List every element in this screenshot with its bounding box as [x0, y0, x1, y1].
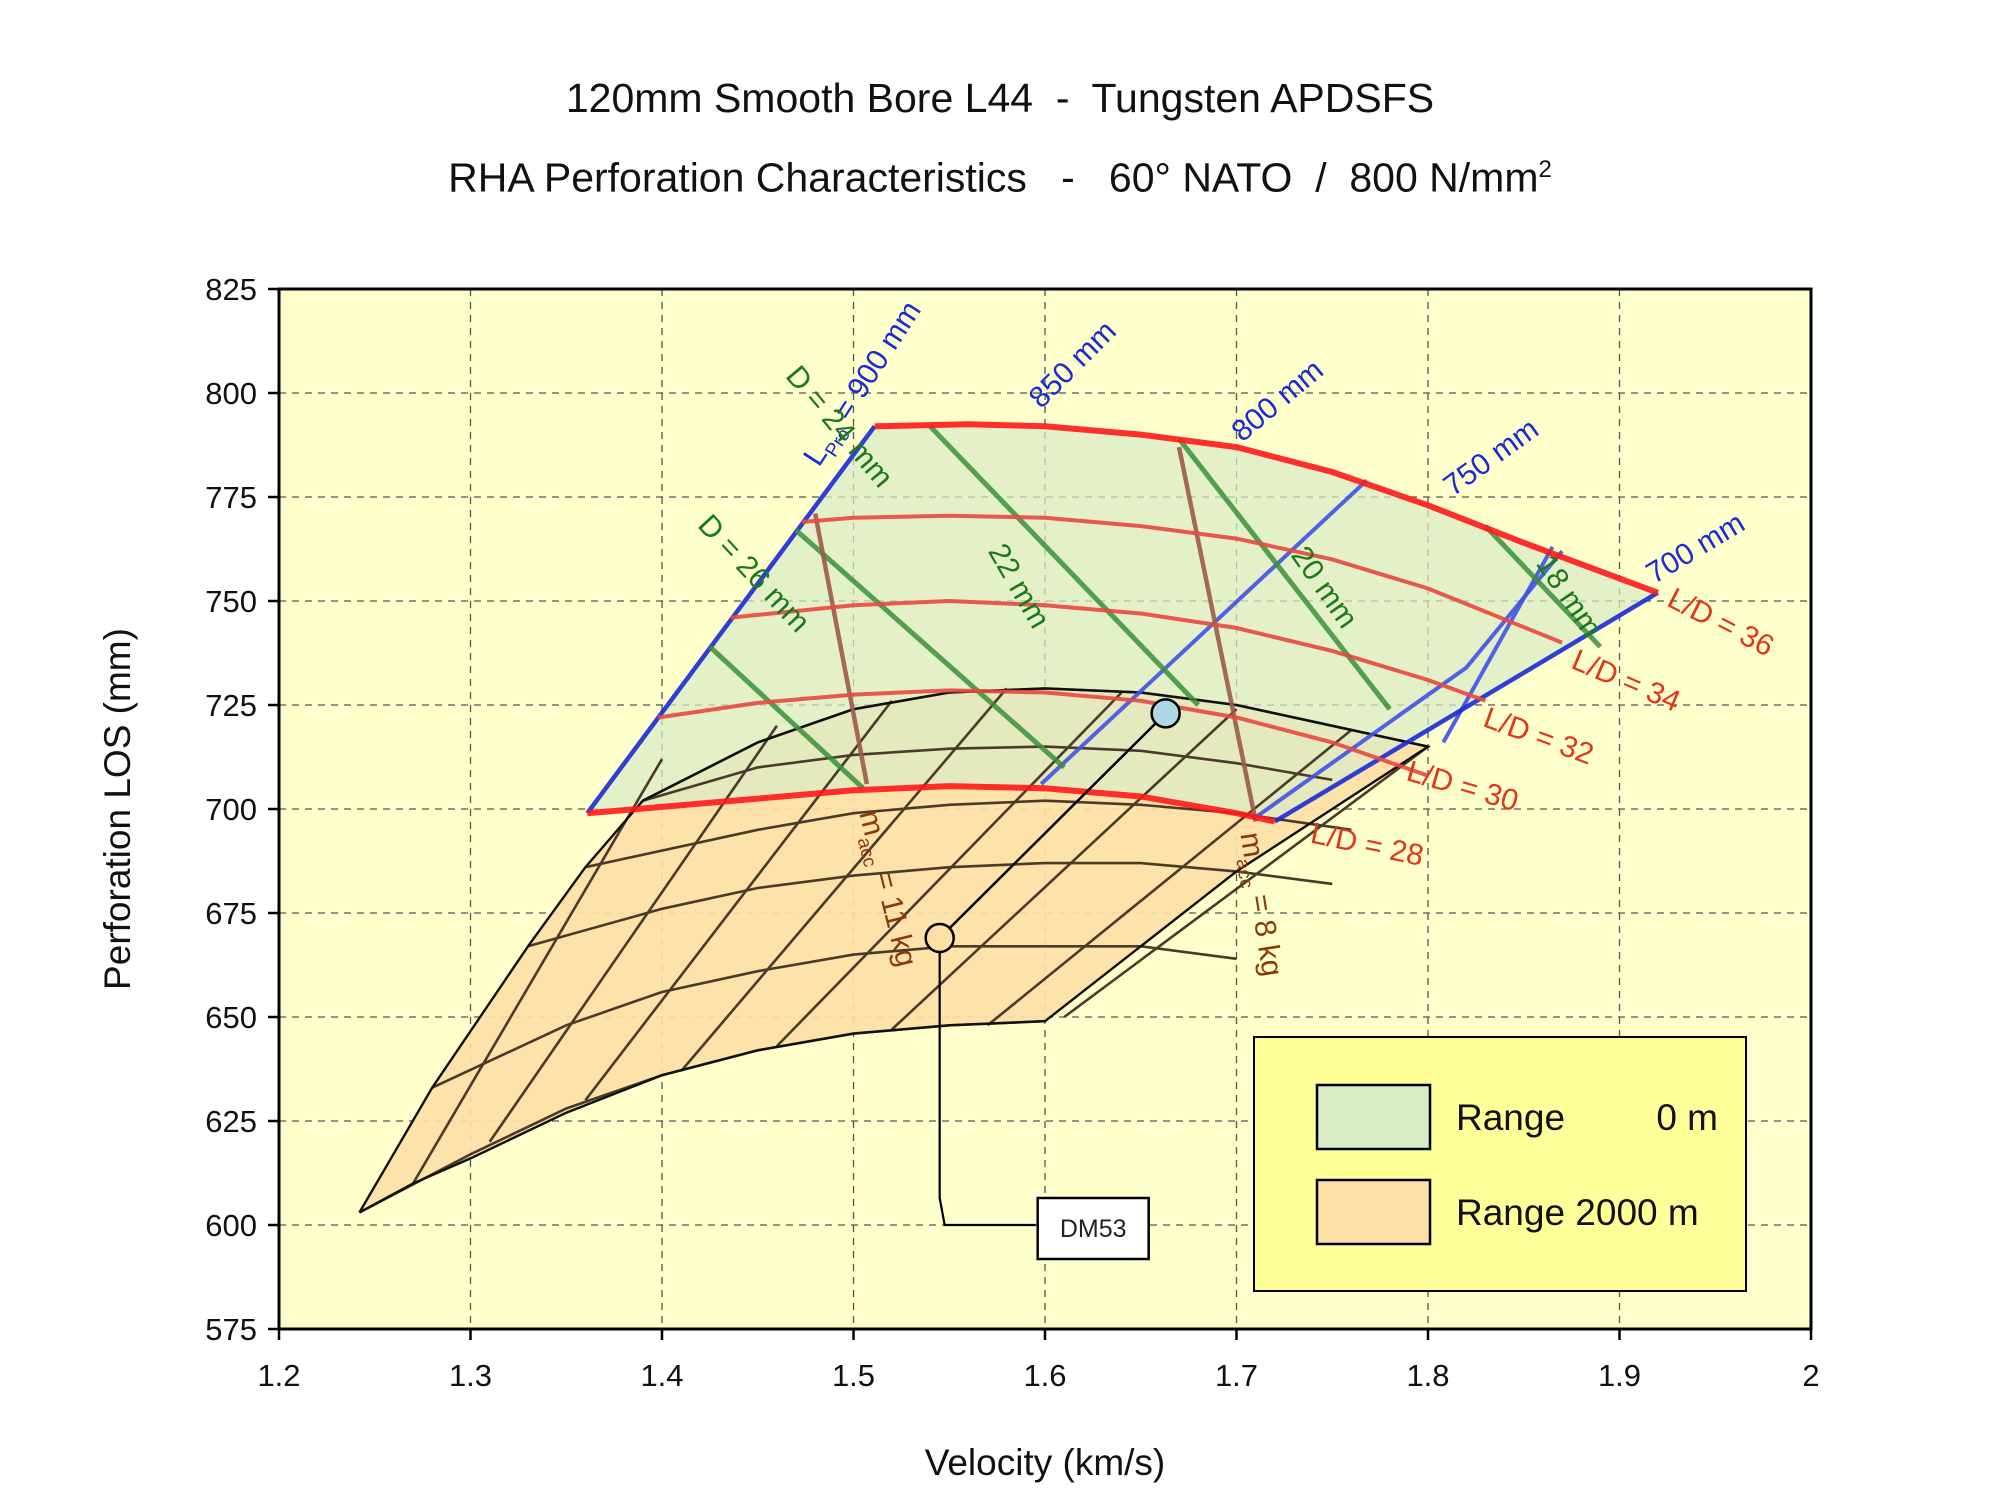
diameter-line	[708, 644, 865, 791]
dm53-range-0m-marker	[1150, 698, 1181, 729]
x-tick-label: 1.4	[640, 1358, 683, 1393]
legend-label: Range 2000 m	[1456, 1192, 1699, 1233]
chart-subtitle-text: RHA Perforation Characteristics - 60° NA…	[448, 154, 1539, 201]
chart-title-block: 120mm Smooth Bore L44 - Tungsten APDSFS …	[0, 62, 2000, 214]
range-2000m-outline	[358, 687, 1432, 1214]
x-tick-label: 1.8	[1406, 1358, 1449, 1393]
ld-curve	[801, 513, 1563, 645]
mass-line	[812, 513, 870, 785]
ld-curve	[874, 421, 1659, 596]
range-2000m-curve	[527, 861, 1333, 948]
dm53-label: DM53	[1060, 1215, 1127, 1243]
y-tick-label: 775	[205, 480, 257, 515]
x-tick-label: 2	[1802, 1358, 1819, 1393]
x-tick-label: 1.2	[257, 1358, 300, 1393]
diameter-line	[1483, 524, 1603, 649]
ld-curve	[587, 783, 1276, 825]
chart-subtitle-superscript: 2	[1538, 156, 1552, 183]
range-2000m-grid-line	[680, 687, 1008, 1072]
mass-line	[1176, 446, 1258, 822]
legend-value: 0 m	[1656, 1097, 1718, 1138]
lpro-line	[585, 424, 877, 815]
x-tick-label: 1.9	[1598, 1358, 1641, 1393]
dm53-label-box	[1036, 1196, 1150, 1261]
y-tick-label: 700	[205, 792, 257, 827]
y-tick-label: 575	[205, 1312, 257, 1347]
x-tick-label: 1.5	[832, 1358, 875, 1393]
ld-curve	[730, 598, 1487, 703]
y-tick-label: 825	[205, 272, 257, 307]
x-axis-label: Velocity (km/s)	[925, 1442, 1166, 1483]
y-tick-label: 675	[205, 896, 257, 931]
range-2000m-grid-line	[1063, 745, 1429, 1019]
chart-title: 120mm Smooth Bore L44 - Tungsten APDSFS	[565, 75, 1435, 121]
diameter-line	[1177, 437, 1392, 711]
y-axis-label: Perforation LOS (mm)	[97, 628, 138, 990]
y-tick-label: 725	[205, 688, 257, 723]
range-2000m-curve	[642, 745, 1333, 802]
range-2000m-grid-line	[775, 691, 1123, 1048]
legend-label: Range	[1456, 1097, 1565, 1138]
y-tick-label: 625	[205, 1104, 257, 1139]
curve-label-text: m	[1233, 830, 1270, 860]
lpro-line	[1039, 478, 1369, 786]
range-2000m-grid-line	[411, 758, 664, 1185]
legend-box	[1253, 1036, 1747, 1292]
dm53-leader	[938, 937, 1036, 1227]
diameter-line	[928, 424, 1201, 707]
range-2000m-grid-line	[488, 725, 778, 1143]
y-tick-label: 800	[205, 376, 257, 411]
dm53-callout: DM53	[924, 698, 1181, 1261]
x-tick-label: 1.6	[1023, 1358, 1066, 1393]
dm53-range-2000m-marker	[924, 922, 955, 954]
curve-label-subscript: acc	[1231, 857, 1256, 889]
range-2000m-grid-line	[890, 708, 1238, 1031]
diameter-line	[794, 528, 1066, 770]
curves	[358, 421, 1659, 1214]
lpro-line	[1273, 590, 1659, 824]
axes: 1.2 1.3 1.4 1.5 1.6 1.7 1.8 1.9 2 575 600 625 650 675…	[97, 272, 1820, 1483]
y-tick-label: 600	[205, 1208, 257, 1243]
dm53-connector	[938, 712, 1167, 939]
x-tick-label: 1.7	[1215, 1358, 1258, 1393]
chart-subtitle: RHA Perforation Characteristics - 60° NA…	[0, 134, 2000, 214]
legend: Range 0 m Range 2000 m	[1253, 1036, 1747, 1292]
legend-swatch	[1315, 1178, 1432, 1246]
y-tick-label: 750	[205, 584, 257, 619]
x-tick-label: 1.3	[449, 1358, 492, 1393]
range-2000m-curve	[431, 944, 1237, 1089]
legend-swatch	[1315, 1083, 1432, 1151]
range-2000m-grid-line	[986, 728, 1353, 1027]
y-tick-label: 650	[205, 1000, 257, 1035]
ld-curve	[657, 688, 1429, 778]
